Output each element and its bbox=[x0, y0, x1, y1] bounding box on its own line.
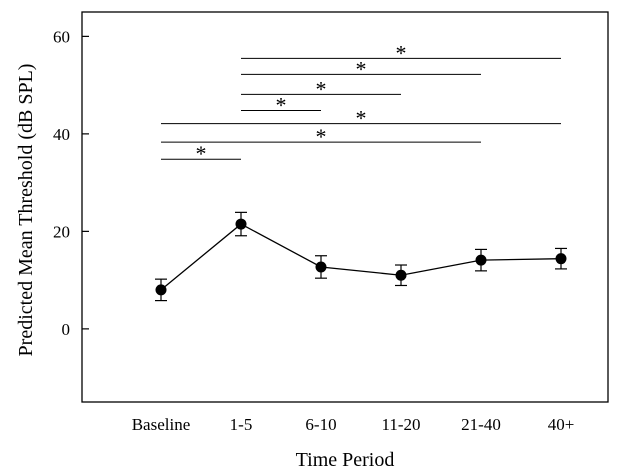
significance-star: * bbox=[396, 40, 407, 65]
data-series bbox=[155, 211, 567, 302]
significance-star: * bbox=[316, 124, 327, 149]
y-tick-label: 60 bbox=[53, 27, 70, 46]
plot-frame bbox=[81, 11, 609, 403]
significance-brackets: * * * * * * * bbox=[161, 40, 561, 166]
significance-star: * bbox=[316, 76, 327, 101]
series-line bbox=[160, 223, 562, 291]
data-point bbox=[315, 261, 327, 273]
data-point bbox=[155, 284, 167, 296]
y-tick-label: 20 bbox=[53, 222, 70, 241]
y-tick-label: 0 bbox=[62, 320, 71, 339]
significance-star: * bbox=[356, 56, 367, 81]
x-tick-label: 11-20 bbox=[381, 415, 420, 434]
data-point bbox=[395, 269, 407, 281]
data-point bbox=[555, 253, 567, 265]
x-tick-label: Baseline bbox=[132, 415, 191, 434]
y-tick-label: 40 bbox=[53, 125, 70, 144]
axes: 0 20 40 60 Baseline 1-5 6-10 11-20 21-40 40+ bbox=[53, 11, 609, 434]
x-tick-label: 21-40 bbox=[461, 415, 501, 434]
x-tick-label: 1-5 bbox=[230, 415, 253, 434]
y-axis-label: Predicted Mean Threshold (dB SPL) bbox=[15, 64, 37, 357]
x-axis-label: Time Period bbox=[296, 449, 395, 471]
x-tick-label: 6-10 bbox=[305, 415, 336, 434]
significance-star: * bbox=[196, 141, 207, 166]
data-point bbox=[235, 218, 247, 230]
data-point bbox=[475, 254, 487, 266]
x-tick-label: 40+ bbox=[548, 415, 575, 434]
significance-star: * bbox=[356, 106, 367, 131]
significance-star: * bbox=[276, 92, 287, 117]
